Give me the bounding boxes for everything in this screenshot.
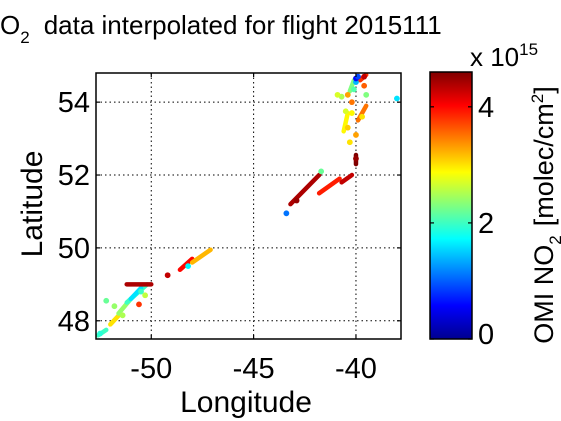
y-axis-label: Latitude	[16, 151, 49, 258]
data-point	[359, 113, 366, 120]
data-point	[348, 110, 355, 116]
data-point	[119, 312, 126, 319]
data-point	[136, 301, 142, 308]
plot-axes: -50 -45 -40 48 50 52 54	[58, 72, 402, 385]
data-marks	[95, 72, 400, 338]
axis-ticks: -50 -45 -40 48 50 52 54	[58, 73, 401, 385]
plot-area	[96, 73, 401, 339]
y-tick-label: 48	[58, 306, 90, 338]
plot-frame	[95, 72, 402, 340]
data-point	[334, 91, 341, 98]
y-tick-label: 54	[58, 87, 90, 119]
data-point	[283, 210, 290, 217]
data-point	[293, 197, 300, 204]
track-segment	[316, 176, 342, 196]
x-axis-label: Longitude	[180, 386, 312, 419]
colorbar-tick-label: 2	[478, 208, 494, 240]
data-point	[164, 272, 171, 279]
colorbar-label: OMI NO2[molec/cm2]	[528, 86, 561, 343]
data-point	[346, 139, 353, 146]
data-point	[344, 91, 351, 98]
data-point	[111, 303, 118, 310]
data-point	[394, 95, 400, 102]
track-segment	[189, 247, 213, 265]
data-point	[138, 288, 144, 295]
data-point	[342, 108, 349, 115]
x-tick-label: -45	[233, 353, 275, 385]
y-tick-label: 50	[58, 233, 90, 265]
y-tick-label: 52	[58, 160, 90, 192]
chart-title: O2 data interpolated for flight 2015111	[0, 10, 442, 47]
data-point	[344, 124, 351, 131]
x-tick-label: -50	[130, 353, 172, 385]
data-point	[103, 297, 110, 304]
data-point	[353, 132, 359, 138]
data-point	[348, 99, 355, 106]
colorbar-tick-label: 4	[478, 92, 494, 124]
track-segment	[341, 110, 351, 134]
colorbar-exponent: x 1015	[470, 40, 538, 72]
colorbar-ticks: 0 2 4	[430, 92, 494, 351]
data-point	[185, 263, 192, 270]
data-point	[142, 292, 149, 299]
colorbar-tick-label: 0	[478, 319, 494, 351]
data-point	[361, 82, 368, 89]
data-point	[351, 86, 357, 93]
colorbar: 0 2 4 x 1015 OMI NO2[molec/cm2]	[429, 40, 561, 351]
track-segment	[339, 172, 355, 185]
grid-lines	[96, 73, 401, 339]
data-point	[97, 330, 103, 337]
track-segment	[355, 103, 369, 123]
x-tick-label: -40	[335, 353, 377, 385]
colorbar-gradient	[429, 71, 473, 340]
data-point	[363, 91, 370, 98]
data-point	[361, 73, 368, 80]
data-point	[353, 155, 359, 162]
data-point	[318, 168, 325, 175]
